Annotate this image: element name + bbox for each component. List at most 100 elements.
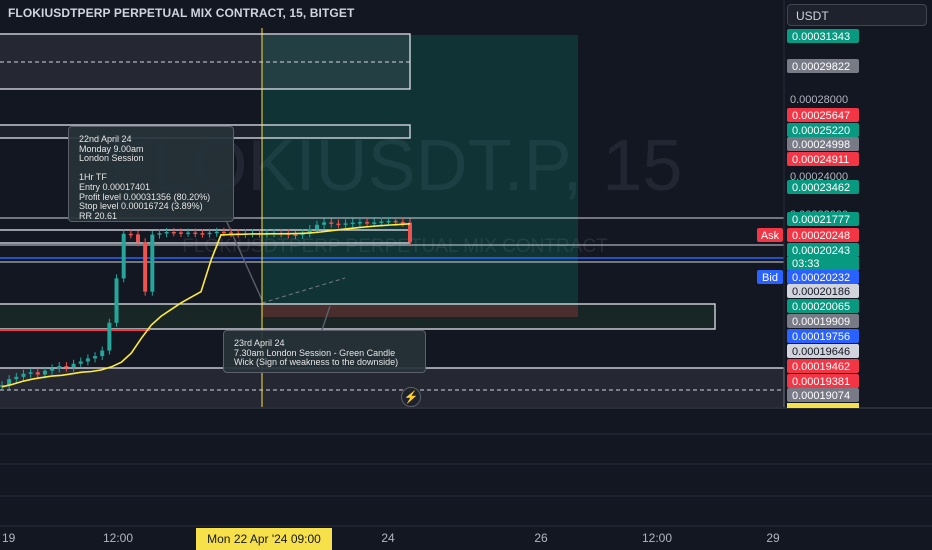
price-tag[interactable]: 0.00025220: [787, 123, 859, 137]
price-tag-label: 0.00020243: [792, 245, 850, 257]
candle: [365, 218, 370, 227]
candle: [171, 227, 176, 237]
time-axis-label: 29: [766, 531, 780, 545]
candle: [114, 274, 119, 327]
price-side-label: Bid: [762, 272, 778, 284]
wick-note-pointer: [321, 305, 331, 331]
price-side-label: Ask: [761, 230, 780, 242]
candle: [21, 369, 26, 381]
time-axis-label: 26: [534, 531, 548, 545]
candle: [386, 216, 391, 226]
price-tag-label: 0.00025220: [792, 125, 850, 137]
price-tag-label: 0.00024998: [792, 139, 850, 151]
annotation-wick-note[interactable]: 23rd April 24 7.30am London Session - Gr…: [223, 330, 426, 373]
watermark-description: FLOKIUSDTPERP PERPETUAL MIX CONTRACT: [182, 236, 608, 257]
candle: [400, 217, 405, 227]
candle: [121, 229, 126, 283]
price-tick-label: 0.00028000: [790, 94, 848, 106]
candle: [314, 220, 319, 233]
price-tag[interactable]: 0.00024998: [787, 137, 859, 151]
price-tag[interactable]: 0.00020186: [787, 284, 859, 298]
price-tag-yellow: [787, 403, 859, 408]
candle: [307, 224, 312, 238]
candle: [200, 229, 205, 238]
time-axis-label: 12:00: [103, 531, 133, 545]
loss-zone[interactable]: [262, 305, 578, 317]
candle: [329, 218, 334, 228]
time-axis-label: 12:00: [642, 531, 672, 545]
price-tag[interactable]: 0.00024911: [787, 152, 859, 166]
price-tag[interactable]: 0.00019074: [787, 388, 859, 402]
price-tag[interactable]: 0.00021777: [787, 212, 859, 226]
candle: [178, 228, 183, 237]
candle: [57, 362, 62, 373]
price-side-badge: Bid: [757, 270, 783, 284]
candle: [85, 354, 90, 366]
candle: [128, 229, 133, 239]
candle: [229, 228, 234, 238]
price-tag-label: 0.00019646: [792, 346, 850, 358]
chart-title: FLOKIUSDTPERP PERPETUAL MIX CONTRACT, 15…: [8, 6, 355, 20]
price-tag-label: 0.00019381: [792, 376, 850, 388]
bar-countdown: 03:33: [792, 258, 820, 270]
candle: [100, 346, 105, 361]
price-tag-label: 0.00019909: [792, 316, 850, 328]
lightning-icon[interactable]: ⚡: [401, 387, 421, 407]
price-tag-label: 0.00020248: [792, 230, 850, 242]
time-axis-label: 19: [2, 531, 16, 545]
profit-zone[interactable]: [262, 35, 578, 305]
price-scale[interactable]: 0.000280000.000240000.000220000.00031343…: [757, 29, 859, 408]
candle: [193, 228, 198, 238]
price-tag[interactable]: 0.00020248: [787, 228, 859, 242]
candle: [343, 219, 348, 229]
candle: [350, 218, 355, 228]
candle: [93, 352, 98, 363]
price-tag[interactable]: 0.00020232: [787, 270, 859, 284]
zone-box-low[interactable]: [0, 367, 785, 409]
candle: [64, 362, 69, 372]
crosshair-time-label: Mon 22 Apr '24 09:00: [196, 528, 332, 550]
scale-currency-select[interactable]: USDT: [787, 4, 927, 26]
zone-box-demand[interactable]: [0, 303, 716, 330]
price-tag[interactable]: 0.00031343: [787, 29, 859, 43]
annotation-entry-note[interactable]: 22nd April 24 Monday 9.00am London Sessi…: [68, 126, 234, 222]
moving-average-layer: [1, 223, 411, 388]
candle: [207, 228, 212, 238]
crosshair-time-text: Mon 22 Apr '24 09:00: [207, 532, 321, 546]
price-tag-label: 0.00019756: [792, 331, 850, 343]
price-tag[interactable]: 0.00019756: [787, 329, 859, 343]
moving-average-line: [1, 223, 411, 388]
price-tag-label: 0.00024911: [792, 154, 849, 166]
candle: [136, 230, 140, 247]
price-tag[interactable]: 0.00019381: [787, 374, 859, 388]
candle: [107, 318, 112, 355]
candle: [157, 229, 162, 239]
price-side-badge: Ask: [757, 228, 783, 242]
price-tag[interactable]: 0.00019909: [787, 314, 859, 328]
price-tag-label: 0.00020065: [792, 301, 850, 313]
candle: [14, 372, 19, 384]
price-tag-label: 0.00031343: [792, 31, 850, 43]
price-tag[interactable]: 0.00019462: [787, 359, 859, 373]
candle: [336, 219, 341, 229]
candle: [150, 230, 155, 296]
price-tag-label: 0.00025647: [792, 110, 850, 122]
time-axis[interactable]: 19 12:00 24 26 12:00 29 Mon 22 Apr '24 09:00: [2, 528, 780, 550]
price-tag[interactable]: 0.00029822: [787, 59, 859, 73]
candle: [71, 359, 76, 372]
candle: [7, 375, 12, 390]
price-tag[interactable]: 0.00020065: [787, 299, 859, 313]
candle: [214, 227, 219, 237]
price-tag[interactable]: 0.00023462: [787, 180, 859, 194]
price-tag-label: 0.00023462: [792, 182, 850, 194]
price-tag-label: 0.00019462: [792, 361, 850, 373]
trend-line-dashed: [261, 277, 346, 304]
candle: [164, 227, 169, 238]
candle: [186, 228, 191, 237]
price-tag-label: 0.00020232: [792, 272, 850, 284]
price-tag[interactable]: 0.00019646: [787, 344, 859, 358]
price-tag[interactable]: 0.00025647: [787, 108, 859, 122]
candle: [35, 368, 40, 379]
